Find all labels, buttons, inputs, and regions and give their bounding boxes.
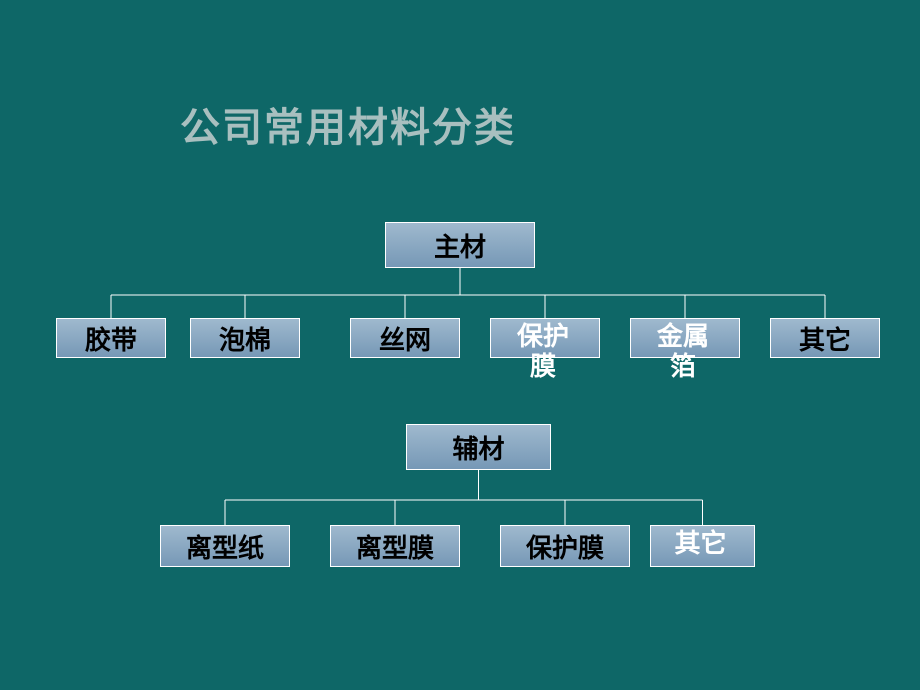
slide-title: 公司常用材料分类 (180, 95, 516, 153)
tree1-child-5-box: 其它 (770, 318, 880, 358)
tree2-child-3-caption: 其它 (675, 529, 727, 559)
tree2-root-box: 辅材 (406, 424, 551, 470)
tree1-child-2-box: 丝网 (350, 318, 460, 358)
tree2-child-2-box: 保护膜 (500, 525, 630, 567)
tree2-child-1-box: 离型膜 (330, 525, 460, 567)
tree1-root-box: 主材 (385, 222, 535, 268)
tree2-child-0-box: 离型纸 (160, 525, 290, 567)
tree1-child-3-caption: 保护膜 (517, 322, 569, 382)
tree1-child-0-box: 胶带 (56, 318, 166, 358)
tree1-child-1-box: 泡棉 (190, 318, 300, 358)
tree1-child-4-caption: 金属箔 (657, 322, 709, 382)
